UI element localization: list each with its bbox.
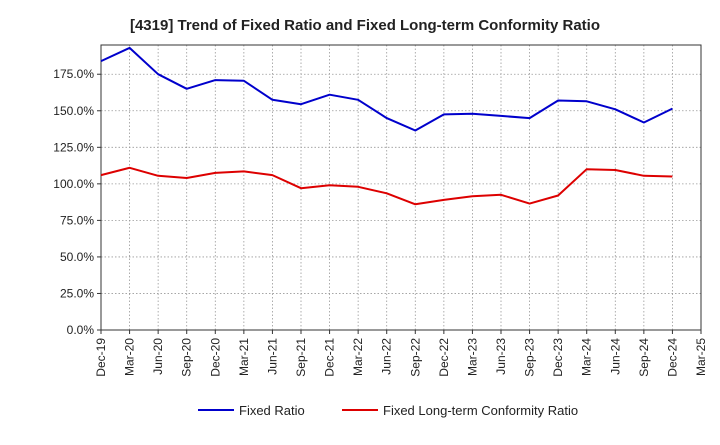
series-line-2 (100, 166, 673, 206)
x-tick-label: Jun-20 (151, 338, 165, 375)
x-tick-label: Dec-22 (437, 338, 451, 377)
x-tick-label: Mar-25 (694, 338, 708, 376)
x-tick-label: Mar-20 (123, 338, 137, 376)
x-tick-label: Sep-20 (180, 338, 194, 377)
x-tick-label: Sep-23 (523, 338, 537, 377)
x-tick-label: Mar-21 (237, 338, 251, 376)
x-tick-label: Dec-21 (323, 338, 337, 377)
legend: Fixed Ratio Fixed Long-term Conformity Ra… (198, 403, 578, 418)
x-tick-label: Sep-22 (408, 338, 422, 377)
x-tick-label: Jun-22 (380, 338, 394, 375)
x-tick-label: Jun-21 (265, 338, 279, 375)
y-tick-label: 175.0% (53, 67, 94, 81)
x-tick-label: Dec-19 (94, 338, 108, 377)
x-tick-label: Jun-24 (608, 338, 622, 375)
x-tick-labels: Dec-19 Mar-20 Jun-20 Sep-20 Dec-20 Mar-21 Jun-… (94, 338, 708, 377)
x-tick-label: Sep-21 (294, 338, 308, 377)
series-line-1 (100, 46, 673, 132)
x-tick-label: Dec-23 (551, 338, 565, 377)
chart-title: [4319] Trend of Fixed Ratio and Fixed Lo… (130, 17, 600, 34)
x-tick-label: Jun-23 (494, 338, 508, 375)
x-tick-label: Mar-23 (465, 338, 479, 376)
y-tick-label: 150.0% (53, 104, 94, 118)
legend-label-1: Fixed Ratio (239, 403, 305, 418)
y-tick-label: 75.0% (60, 213, 94, 227)
y-tick-label: 100.0% (53, 177, 94, 191)
x-tick-label: Sep-24 (637, 338, 651, 377)
y-tick-label: 125.0% (53, 140, 94, 154)
x-tick-label: Mar-24 (580, 338, 594, 376)
y-tick-label: 25.0% (60, 286, 94, 300)
x-tick-label: Dec-20 (208, 338, 222, 377)
x-tick-label: Dec-24 (665, 338, 679, 377)
y-tick-label: 50.0% (60, 250, 94, 264)
y-tick-label: 0.0% (67, 323, 95, 337)
plot-frame (100, 44, 702, 331)
y-tick-labels: 0.0% 25.0% 50.0% 75.0% 100.0% 125.0% 150.0% 175… (53, 67, 94, 337)
axes (97, 44, 702, 334)
x-tick-label: Mar-22 (351, 338, 365, 376)
legend-label-2: Fixed Long-term Conformity Ratio (383, 403, 578, 418)
series (100, 46, 673, 206)
